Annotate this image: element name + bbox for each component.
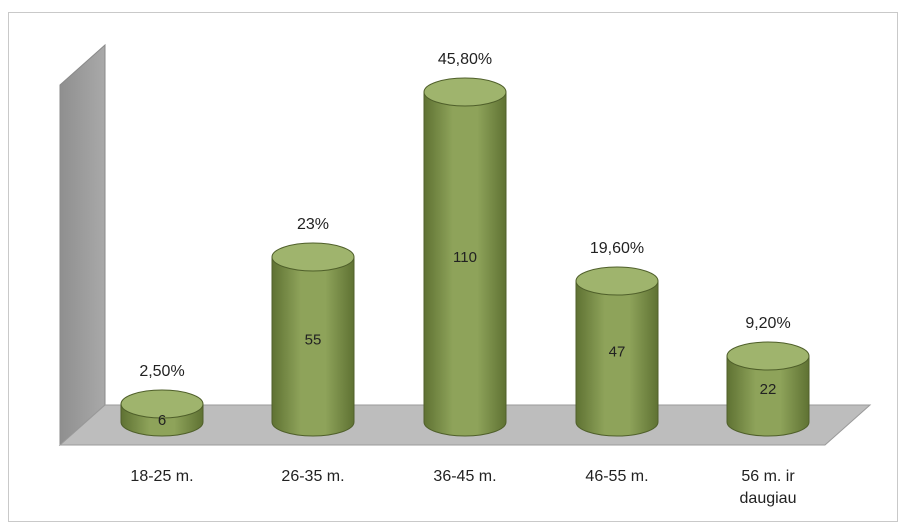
bar-5 [726, 355, 810, 437]
category-label-5: 56 m. ir [741, 468, 795, 485]
chart-back-wall [59, 43, 106, 447]
value-label-3: 110 [453, 249, 477, 266]
value-label-4: 47 [609, 344, 626, 361]
bar-top-4 [575, 266, 659, 296]
value-label-1: 6 [158, 412, 166, 429]
category-label-2: 26-35 m. [281, 468, 344, 485]
percent-label-3: 45,80% [438, 51, 492, 68]
category-label-5-line-2: daugiau [740, 490, 797, 507]
bar-top-1 [120, 389, 204, 419]
category-label-1: 18-25 m. [130, 468, 193, 485]
bar-4 [575, 280, 659, 437]
percent-label-4: 19,60% [590, 240, 644, 257]
bar-2 [271, 256, 355, 437]
bar-top-3 [423, 77, 507, 107]
value-label-5: 22 [760, 381, 777, 398]
category-label-3: 36-45 m. [433, 468, 496, 485]
bar-top-2 [271, 242, 355, 272]
category-label-4: 46-55 m. [585, 468, 648, 485]
percent-label-1: 2,50% [139, 363, 184, 380]
bar-3 [423, 91, 507, 437]
percent-label-5: 9,20% [745, 315, 790, 332]
bar-top-5 [726, 341, 810, 371]
percent-label-2: 23% [297, 216, 329, 233]
value-label-2: 55 [305, 332, 322, 349]
